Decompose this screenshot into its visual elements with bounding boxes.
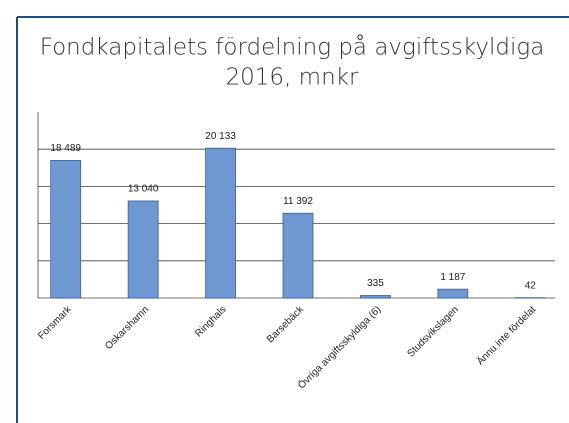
bar [360,295,391,299]
value-label: 18 489 [50,143,81,154]
value-label: 13 040 [128,184,159,195]
bar [50,160,82,299]
chart-title: 2016, mnkr [226,65,359,91]
value-label: 1 187 [440,272,465,283]
x-tick-label: Ännu inte fördelat [474,303,538,367]
value-label: 11 392 [283,196,313,207]
bar [437,288,469,299]
bar [282,212,314,299]
bar [127,200,159,299]
x-tick-label: Övriga avgiftsskyldiga (6) [296,304,384,392]
x-tick-label: Barsebäck [265,304,307,346]
value-label: 20 133 [205,131,236,142]
bar [205,147,236,299]
x-tick-label: Ringhals [193,304,228,339]
chart-title: Fondkapitalets fördelning på avgiftsskyl… [40,35,545,61]
x-tick-label: Studsvikslagen [406,304,461,359]
x-tick-label: Oskarshamn [103,304,151,352]
value-label: 335 [367,278,384,289]
x-tick-label: Forsmark [36,304,74,342]
value-label: 42 [525,280,537,291]
